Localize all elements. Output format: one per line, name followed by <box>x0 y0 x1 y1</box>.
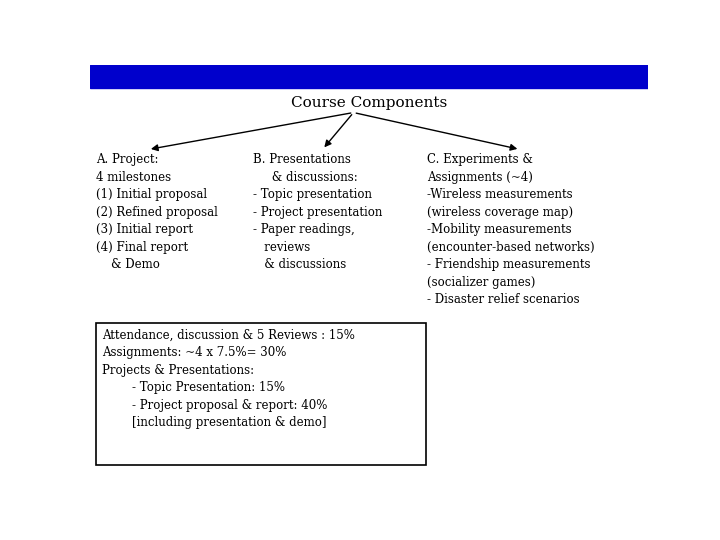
Text: B. Presentations
     & discussions:
- Topic presentation
- Project presentation: B. Presentations & discussions: - Topic … <box>253 153 382 271</box>
Bar <box>90 65 648 88</box>
Text: A. Project:
4 milestones
(1) Initial proposal
(2) Refined proposal
(3) Initial r: A. Project: 4 milestones (1) Initial pro… <box>96 153 218 271</box>
Bar <box>96 323 426 465</box>
Text: C. Experiments &
Assignments (~4)
-Wireless measurements
(wireless coverage map): C. Experiments & Assignments (~4) -Wirel… <box>427 153 595 306</box>
Text: Attendance, discussion & 5 Reviews : 15%
Assignments: ~4 x 7.5%= 30%
Projects & : Attendance, discussion & 5 Reviews : 15%… <box>102 329 355 429</box>
Text: Course Components: Course Components <box>291 96 447 110</box>
